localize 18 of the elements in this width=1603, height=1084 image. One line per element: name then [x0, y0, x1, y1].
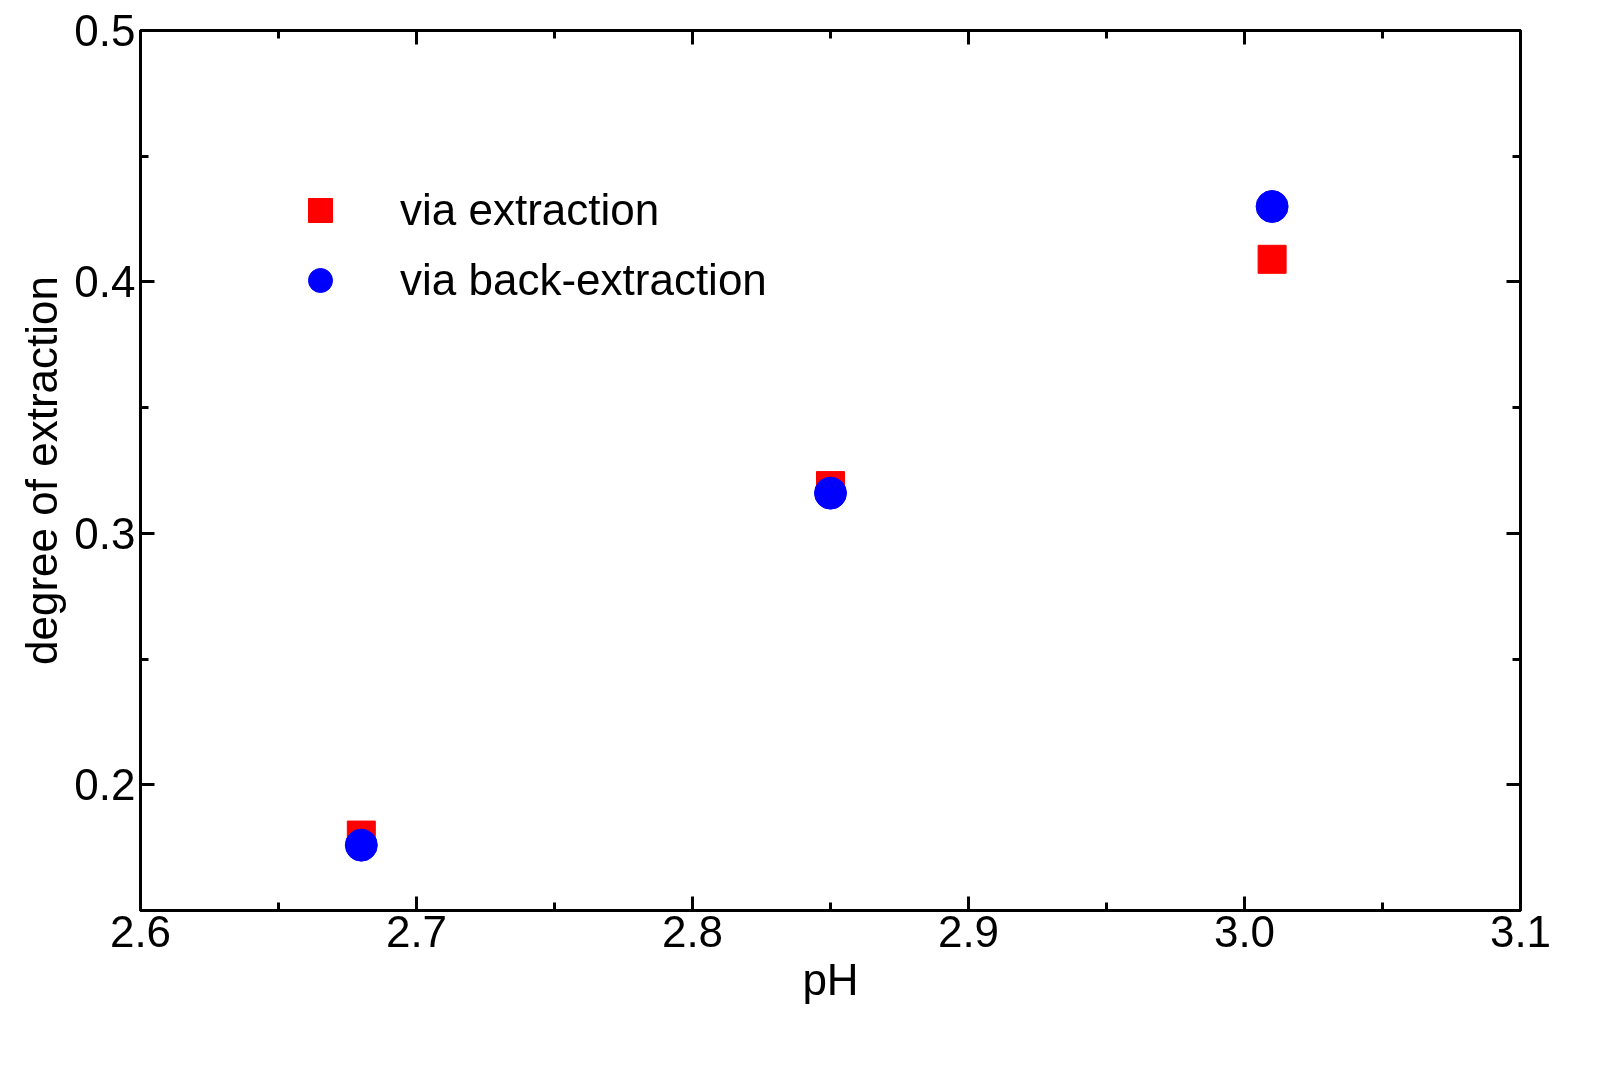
point	[814, 476, 847, 510]
x-tick-label: 2.9	[937, 906, 1000, 956]
point	[1255, 190, 1289, 223]
legend-label: via back-extraction	[400, 255, 767, 305]
y-tick-label: 0.3	[74, 508, 136, 558]
legend-label: via extraction	[400, 185, 660, 235]
y-tick-label: 0.4	[74, 257, 136, 307]
x-tick-label: 3.1	[1489, 906, 1552, 956]
x-tick-label: 2.6	[109, 906, 172, 956]
x-axis-title: pH	[802, 954, 859, 1004]
y-tick-label: 0.5	[74, 6, 136, 55]
x-tick-label: 3.0	[1213, 906, 1276, 956]
x-tick-label: 2.8	[661, 906, 724, 956]
point	[1257, 244, 1287, 274]
point	[344, 828, 378, 862]
y-tick-label: 0.2	[74, 760, 136, 810]
x-tick-label: 2.7	[385, 906, 448, 956]
y-axis-title: degree of extraction	[17, 276, 67, 665]
